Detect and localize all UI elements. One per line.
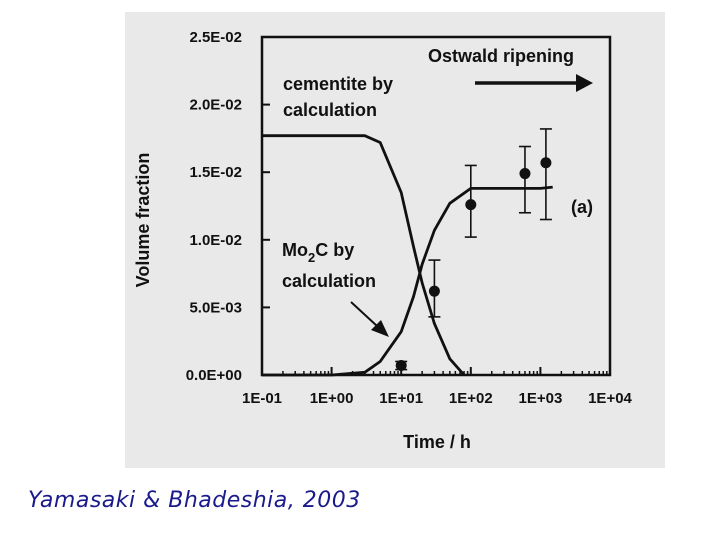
series-line-cementite	[262, 134, 466, 376]
annotation-mo2c-line2: calculation	[282, 271, 376, 291]
axis-ticks: 1E-01 1E+00 1E+01 1E+02 1E+03 1E+04 0.0E+00 5.0…	[186, 29, 633, 407]
citation-caption: Yamasaki & Bhadeshia, 2003	[28, 488, 361, 513]
y-tick-label-1: 5.0E-03	[189, 299, 242, 316]
volume-fraction-chart: Time / h Volume fraction Ostwald ripenin…	[133, 29, 633, 452]
x-tick-label-0: 1E-01	[242, 390, 282, 407]
data-point-0	[395, 360, 407, 372]
y-tick-label-5: 2.5E-02	[189, 29, 242, 46]
calculated-curves	[262, 134, 553, 377]
mo2c-arrow	[350, 301, 389, 337]
x-tick-label-1: 1E+00	[310, 390, 354, 407]
x-tick-label-2: 1E+01	[379, 390, 423, 407]
x-axis-label: Time / h	[403, 432, 471, 452]
annotation-ostwald-ripening: Ostwald ripening	[428, 46, 574, 66]
y-axis-label: Volume fraction	[133, 153, 153, 288]
annotation-mo2c-line1: Mo2C by	[282, 240, 354, 265]
y-tick-label-4: 2.0E-02	[189, 97, 242, 114]
y-tick-label-3: 1.5E-02	[189, 164, 242, 181]
annotation-cementite-line1: cementite by	[283, 74, 393, 94]
series-line-mo2c	[262, 185, 553, 377]
plot-frame	[260, 35, 612, 377]
data-point-2	[465, 199, 477, 211]
x-tick-label-3: 1E+02	[449, 390, 493, 407]
ostwald-arrow	[475, 74, 593, 92]
x-tick-label-4: 1E+03	[519, 390, 563, 407]
y-tick-label-2: 1.0E-02	[189, 232, 242, 249]
annotation-cementite-line2: calculation	[283, 100, 377, 120]
x-tick-label-5: 1E+04	[588, 390, 632, 407]
data-point-4	[540, 157, 552, 169]
data-point-3	[519, 168, 531, 180]
annotation-panel-a: (a)	[571, 197, 593, 217]
measured-points	[395, 128, 552, 372]
data-point-1	[428, 285, 440, 297]
y-tick-label-0: 0.0E+00	[186, 367, 242, 384]
figure-panel: Time / h Volume fraction Ostwald ripenin…	[125, 12, 665, 468]
